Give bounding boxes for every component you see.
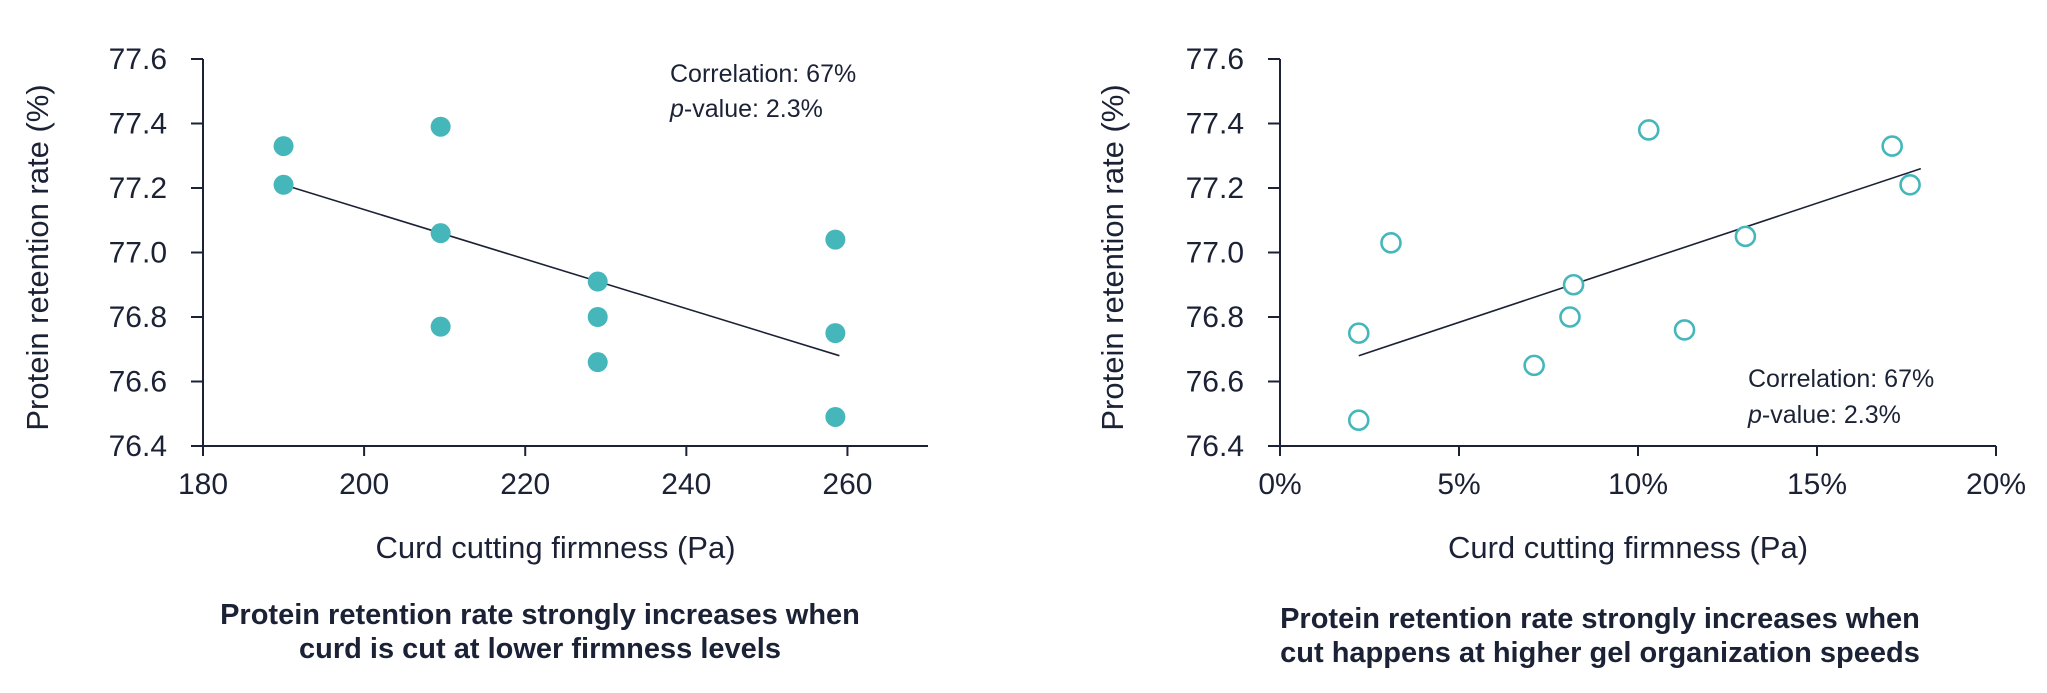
data-point [1523,354,1545,377]
y-tick-label: 76.8 [109,301,167,334]
correlation-annotation: Correlation: 67% [1748,365,1934,393]
caption-line-1: Protein retention rate strongly increase… [1280,603,1920,635]
chart-panel-firmness: 76.4 76.6 76.8 77.0 77.2 77.4 77.6 180 200 220 240… [0,0,1000,693]
p-value-text: -value: 2.3% [1762,401,1901,429]
scatter-chart-firmness: 76.4 76.6 76.8 77.0 77.2 77.4 77.6 180 200 220 240… [20,43,928,565]
chart-panel-gel-speed: 76.4 76.6 76.8 77.0 77.2 77.4 77.6 0% 5% 10% 15% 20… [1020,0,2047,693]
data-point [273,136,294,157]
y-tick-label: 76.8 [1186,301,1244,334]
y-tick-label: 77.2 [1186,172,1244,205]
data-point [430,116,451,137]
x-tick-label: 240 [661,468,711,501]
y-tick-label: 77.4 [109,108,167,141]
data-point [273,174,294,195]
correlation-label: Correlation: [670,60,806,88]
p-value-annotation: p-value: 2.3% [669,95,823,123]
data-point [1347,409,1370,432]
caption-line-1: Protein retention rate strongly increase… [220,599,860,631]
trend-line [1358,167,1922,357]
correlation-value: 67% [806,60,856,88]
x-tick-label: 20% [1966,468,2026,501]
y-tick-label: 76.4 [109,430,167,463]
y-tick-label: 77.4 [1186,108,1244,141]
y-tick-label: 76.6 [109,366,167,399]
data-point [1347,322,1370,344]
data-point [1734,225,1757,248]
y-tick-label: 76.6 [1186,366,1244,399]
x-tick-label: 260 [822,468,872,501]
data-point [1380,232,1402,254]
y-tick-label: 77.0 [109,237,167,270]
x-tick-label: 10% [1608,468,1668,501]
y-axis-title: Protein retention rate (%) [20,84,55,430]
data-point [825,323,846,344]
p-value-annotation: p-value: 2.3% [1747,401,1901,429]
data-point [1899,173,1921,196]
data-point [1637,119,1660,141]
y-tick-label: 77.6 [1186,43,1244,76]
x-tick-label: 180 [178,468,228,501]
y-tick-label: 76.4 [1186,430,1244,463]
data-point [587,352,608,373]
data-point [1673,319,1696,341]
data-point [587,271,608,292]
x-axis-title: Curd cutting firmness (Pa) [375,530,735,565]
caption-line-2: curd is cut at lower firmness levels [299,633,781,665]
scatter-chart-gel-speed: 76.4 76.6 76.8 77.0 77.2 77.4 77.6 0% 5% 10% 15% 20… [1095,43,2026,565]
chart-caption-gel-speed: Protein retention rate strongly increase… [1160,602,2040,670]
correlation-label: Correlation: [1748,365,1884,393]
data-point [587,307,608,327]
x-tick-label: 15% [1787,468,1847,501]
correlation-annotation: Correlation: 67% [670,60,856,88]
y-axis-title: Protein retention rate (%) [1095,84,1130,430]
x-axis-title: Curd cutting firmness (Pa) [1448,530,1808,565]
x-tick-label: 220 [500,468,550,501]
data-point [1881,135,1903,157]
caption-line-2: cut happens at higher gel organization s… [1280,637,1920,669]
data-point [430,223,451,244]
data-point [1562,273,1585,296]
chart-caption-firmness: Protein retention rate strongly increase… [120,598,960,666]
correlation-value: 67% [1884,365,1934,393]
x-tick-label: 200 [339,468,389,501]
y-tick-label: 77.6 [109,43,167,76]
data-point [825,406,846,427]
p-value-text: -value: 2.3% [684,95,823,123]
p-label: p [1747,401,1762,429]
x-tick-label: 5% [1437,468,1480,501]
y-tick-label: 77.2 [109,172,167,205]
p-label: p [669,95,684,123]
trend-line [283,184,840,357]
data-point [1559,306,1581,328]
data-point [430,316,451,337]
data-point [825,229,846,250]
y-tick-label: 77.0 [1186,237,1244,270]
x-tick-label: 0% [1258,468,1301,501]
